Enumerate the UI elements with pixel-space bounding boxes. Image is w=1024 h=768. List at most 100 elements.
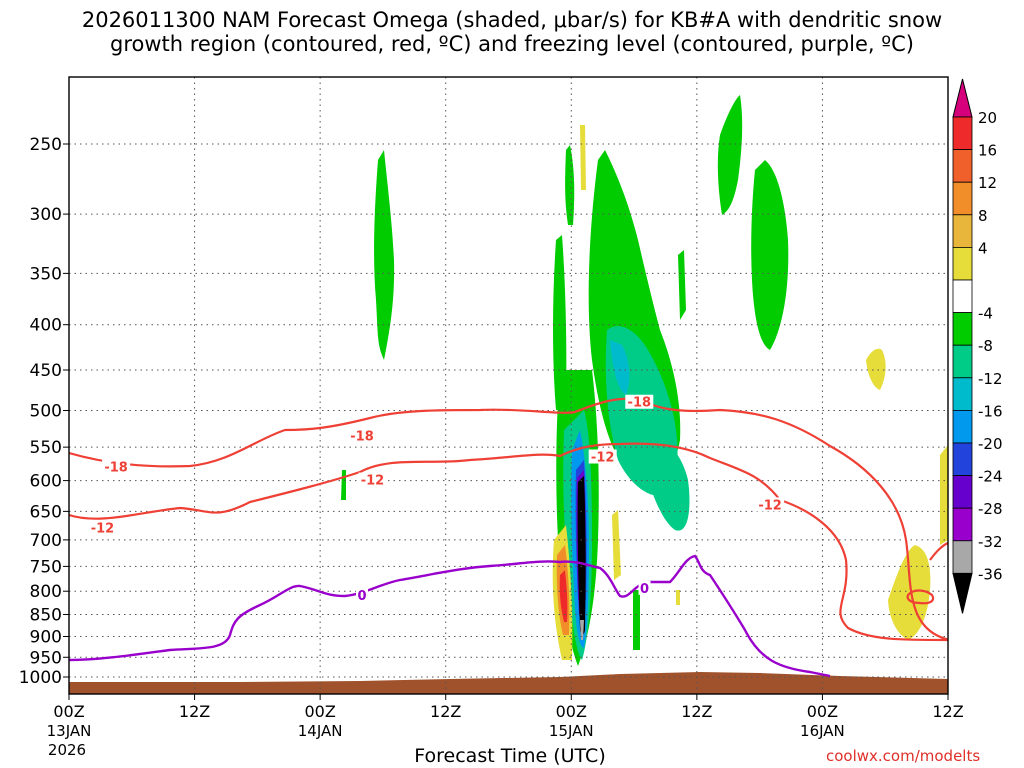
colorbar-label: -36 [978, 565, 1003, 583]
y-tick-label: 700 [30, 531, 62, 551]
x-tick-label: 00Z [807, 702, 838, 721]
omega-region [559, 570, 568, 622]
x-tick-label: 12Z [430, 702, 461, 721]
contour-label-bg [358, 472, 387, 487]
y-tick-label: 650 [30, 502, 62, 522]
colorbar-label: 12 [978, 174, 997, 192]
omega-region [580, 125, 586, 190]
colorbar-swatch [952, 246, 973, 281]
colorbar-label: -8 [978, 337, 993, 355]
x-tick-label: 00Z [304, 702, 335, 721]
colorbar-swatch [952, 409, 973, 444]
contours [69, 397, 948, 678]
colorbar-swatch [952, 149, 973, 183]
contour-label-bg [88, 520, 117, 535]
y-tick-label: 950 [30, 648, 62, 668]
x-tick-label: 00Z [556, 702, 587, 721]
chart-title-line2: growth region (contoured, red, ºC) and f… [110, 32, 914, 56]
contour-label: 0 [640, 582, 649, 597]
omega-region [341, 470, 346, 500]
contour-dgz-minus12-loop [906, 589, 935, 605]
x-tick-label: 12Z [179, 702, 210, 721]
y-tick-label: 750 [30, 557, 62, 577]
omega-region [678, 250, 686, 320]
colorbar-label: -28 [978, 500, 1003, 518]
contour-label-bg [625, 394, 654, 409]
contour-freezing-level [69, 554, 831, 678]
colorbar-label: -4 [978, 305, 993, 323]
colorbar-swatch [952, 442, 973, 476]
omega-region [577, 476, 586, 635]
omega-region [866, 348, 886, 390]
colorbar-label: 20 [978, 109, 997, 127]
colorbar-arrow-bottom [952, 572, 973, 614]
colorbar-label: 8 [978, 207, 988, 225]
chart-title: 2026011300 NAM Forecast Omega (shaded, μ… [0, 8, 1024, 56]
credit-link[interactable]: coolwx.com/modelts [826, 747, 981, 765]
contour-label-bg [588, 449, 617, 464]
y-tick-label: 400 [30, 316, 62, 336]
colorbar-swatch [952, 507, 973, 542]
colorbar-arrow-top [952, 78, 973, 118]
y-tick-label: 900 [30, 627, 62, 647]
x-gridlines [194, 77, 823, 694]
x-tick-date: 14JAN [298, 722, 343, 740]
x-tick-label: 12Z [681, 702, 712, 721]
y-tick-label: 350 [30, 264, 62, 284]
omega-shading [341, 95, 948, 666]
chart-title-line1: 2026011300 NAM Forecast Omega (shaded, μ… [81, 8, 943, 32]
contour-label-bg [356, 587, 368, 602]
y-tick-label: 250 [30, 135, 62, 155]
contour-dgz-minus12-edge [929, 541, 948, 561]
contour-dgz-minus12 [69, 442, 948, 642]
colorbar-label: -24 [978, 468, 1003, 486]
omega-region [751, 160, 789, 350]
contour-label: -18 [350, 430, 374, 445]
contour-label-bg [102, 459, 131, 474]
contour-label: -18 [104, 461, 128, 476]
omega-region [580, 620, 584, 640]
colorbar-swatch [952, 540, 973, 574]
y-tick-label: 500 [30, 402, 62, 422]
x-tick-label: 12Z [932, 702, 963, 721]
colorbar-swatch [952, 344, 973, 379]
contour-labels: -18 -18 -18 -12 -12 -12 -12 0 0 [88, 394, 785, 604]
contour-label: -12 [91, 522, 115, 537]
colorbar-label: -20 [978, 435, 1003, 453]
colorbar-label: -32 [978, 533, 1003, 551]
colorbar-swatch [952, 312, 973, 346]
contour-dgz-minus18 [69, 397, 948, 641]
colorbar-swatch [952, 377, 973, 411]
omega-region [633, 590, 640, 650]
contour-label: -12 [361, 474, 385, 489]
contour-label: -12 [591, 450, 615, 465]
ground-surface [69, 672, 948, 694]
x-axis-title: Forecast Time (UTC) [414, 745, 606, 767]
colorbar-swatch [952, 214, 973, 248]
x-tick-date: 15JAN [549, 722, 594, 740]
x-tick-year: 2026 [48, 741, 86, 759]
contour-label-bg [756, 497, 785, 512]
omega-region [374, 150, 395, 360]
contour-label-bg [348, 428, 376, 443]
contour-label-bg [638, 580, 651, 595]
colorbar-label: -16 [978, 402, 1003, 420]
y-tick-label: 1000 [19, 668, 62, 688]
colorbar-label: -12 [978, 370, 1003, 388]
omega-region [610, 340, 630, 395]
omega-region [940, 445, 948, 545]
y-tick-label: 800 [30, 582, 62, 602]
colorbar-swatch [952, 475, 973, 509]
omega-region [612, 510, 621, 580]
y-tick-label: 450 [30, 361, 62, 381]
contour-label: -12 [758, 498, 782, 513]
x-tick-date: 13JAN [47, 722, 92, 740]
y-tick-label: 550 [30, 438, 62, 458]
colorbar: 20 16 12 8 4 -4 -8 -12 -16 -20 -24 -28 -32 -36 [952, 78, 1003, 614]
y-tick-label: 850 [30, 606, 62, 626]
omega-region [717, 95, 743, 215]
contour-label: -18 [628, 396, 652, 411]
y-tick-label: 300 [30, 205, 62, 225]
